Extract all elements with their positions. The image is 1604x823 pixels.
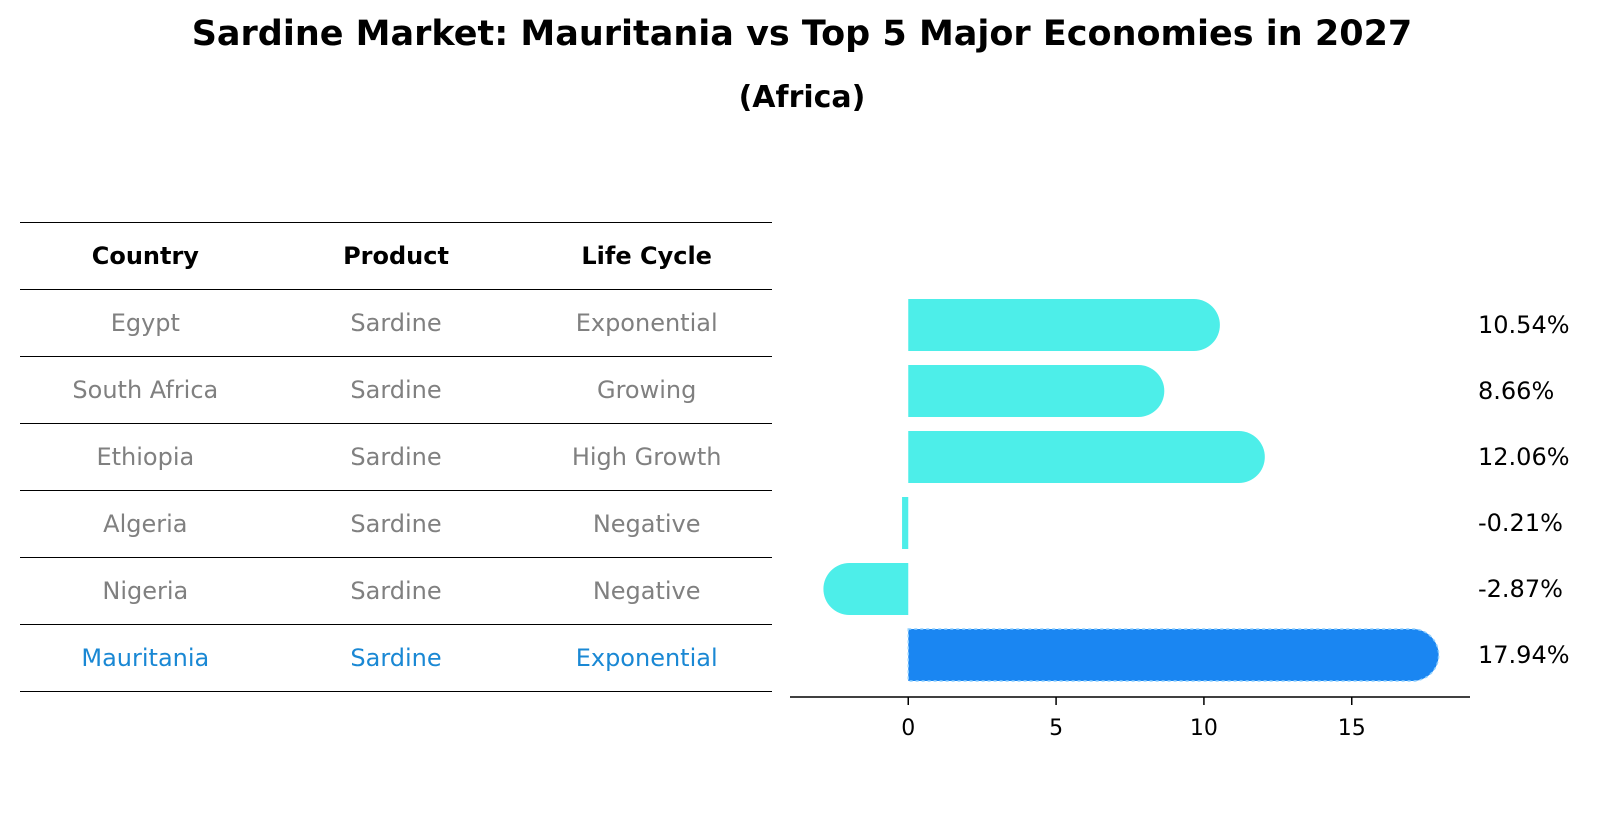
- column-header-product: Product: [343, 242, 449, 270]
- product-cell: Sardine: [350, 510, 442, 538]
- value-label: 10.54%: [1478, 311, 1570, 339]
- column-header-life-cycle: Life Cycle: [581, 242, 712, 270]
- life-cycle-cell: Growing: [596, 376, 697, 404]
- table-row: Egypt Sardine Exponential: [20, 289, 772, 356]
- bar-nigeria: [823, 563, 909, 615]
- x-tick-label: 5: [1049, 716, 1063, 741]
- table-header-row: Country Product Life Cycle: [20, 222, 772, 289]
- country-cell: Nigeria: [102, 577, 189, 605]
- life-cycle-cell: Negative: [592, 510, 701, 538]
- life-cycle-cell: Negative: [592, 577, 701, 605]
- value-label-group: 10.54% 8.66% 12.06% -0.21% -2.87% 17.94%: [1478, 311, 1570, 669]
- life-cycle-cell: Exponential: [575, 309, 718, 337]
- country-table: Country Product Life Cycle Egypt Sardine…: [20, 222, 772, 692]
- product-cell: Sardine: [350, 309, 442, 337]
- life-cycle-cell: Exponential: [575, 644, 718, 672]
- table-row-highlighted: Mauritania Sardine Exponential: [20, 624, 772, 692]
- value-label: 17.94%: [1478, 641, 1570, 669]
- bar-group: [823, 299, 1440, 682]
- bar-mauritania: [907, 628, 1440, 682]
- country-cell: Algeria: [103, 510, 188, 538]
- value-label: 8.66%: [1478, 377, 1554, 405]
- product-cell: Sardine: [350, 443, 442, 471]
- x-tick-group: 0 5 10 15: [901, 697, 1366, 741]
- bar-egypt: [908, 299, 1220, 351]
- product-cell: Sardine: [350, 376, 442, 404]
- table-row: Ethiopia Sardine High Growth: [20, 423, 772, 490]
- chart-title: Sardine Market: Mauritania vs Top 5 Majo…: [191, 14, 1413, 54]
- x-tick-label: 15: [1338, 716, 1366, 741]
- table-row: Algeria Sardine Negative: [20, 490, 772, 557]
- life-cycle-cell: High Growth: [571, 443, 722, 471]
- bar-ethiopia: [908, 431, 1265, 483]
- product-cell: Sardine: [350, 577, 442, 605]
- table-row: Nigeria Sardine Negative: [20, 557, 772, 624]
- x-tick-label: 0: [901, 716, 915, 741]
- country-cell: Ethiopia: [96, 443, 195, 471]
- column-header-country: Country: [91, 242, 199, 270]
- x-tick-label: 10: [1190, 716, 1218, 741]
- bar-algeria: [902, 497, 909, 549]
- bar-south-africa: [908, 365, 1165, 417]
- value-label: -2.87%: [1478, 575, 1563, 603]
- value-label: -0.21%: [1478, 509, 1563, 537]
- value-label: 12.06%: [1478, 443, 1570, 471]
- country-cell: Egypt: [110, 309, 180, 337]
- table-row: South Africa Sardine Growing: [20, 356, 772, 423]
- chart-subtitle: (Africa): [738, 80, 866, 115]
- country-cell: Mauritania: [81, 644, 210, 672]
- product-cell: Sardine: [350, 644, 442, 672]
- country-cell: South Africa: [72, 376, 219, 404]
